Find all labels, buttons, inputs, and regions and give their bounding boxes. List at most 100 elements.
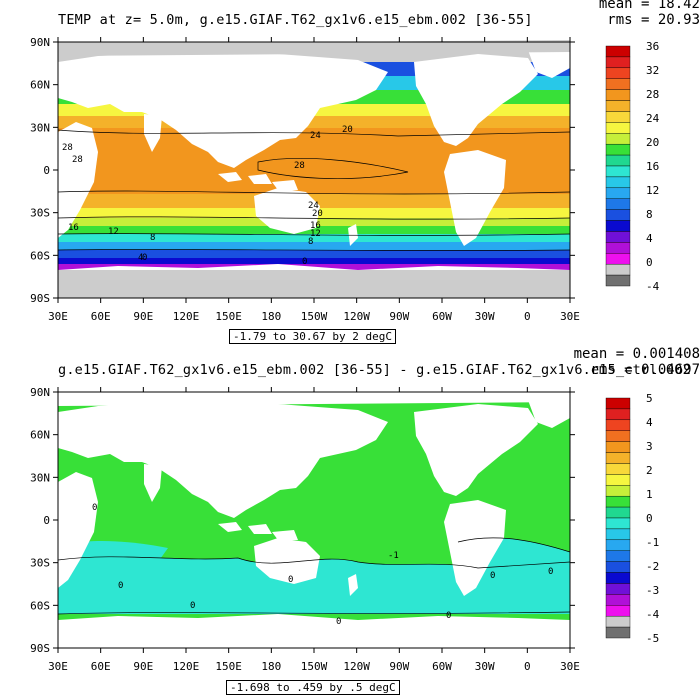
contour-label: 0 <box>336 617 341 627</box>
lon-label: 150W <box>301 660 328 673</box>
lon-label: 0 <box>524 310 531 323</box>
lat-label: 30N <box>30 121 50 134</box>
top-antarctic-ice <box>58 270 570 298</box>
lon-label: 0 <box>524 660 531 673</box>
colorbar-swatch <box>605 165 631 178</box>
lat-label: 0 <box>43 514 50 527</box>
colorbar-label: 24 <box>646 112 660 125</box>
colorbar-label: -2 <box>646 560 659 573</box>
lon-label: 180 <box>261 310 281 323</box>
bottom-range-box: -1.698 to .459 by .5 degC <box>226 680 400 695</box>
colorbar-swatch <box>605 122 631 134</box>
top-band-blue-s <box>58 250 570 258</box>
colorbar-label: -3 <box>646 584 659 597</box>
lat-label: 90S <box>30 642 50 655</box>
colorbar-swatch <box>605 67 631 79</box>
top-range-box: -1.79 to 30.67 by 2 degC <box>229 329 396 344</box>
contour-label: 16 <box>68 223 79 233</box>
contour-label: 4 <box>138 253 143 263</box>
lat-label: 30S <box>30 207 50 220</box>
colorbar-swatch <box>605 111 631 123</box>
lon-label: 120E <box>173 310 200 323</box>
colorbar-swatch <box>605 550 631 562</box>
colorbar-swatch <box>605 463 631 475</box>
lat-label: 90S <box>30 292 50 305</box>
colorbar-swatch <box>605 263 631 276</box>
lat-label: 30S <box>30 557 50 570</box>
lat-label: 90N <box>30 386 50 399</box>
colorbar-label: 2 <box>646 464 653 477</box>
contour-label: 12 <box>108 227 119 237</box>
colorbar-swatch <box>605 231 631 243</box>
colorbar-swatch <box>605 143 631 156</box>
lat-label: 60S <box>30 599 50 612</box>
colorbar-swatch <box>605 89 631 101</box>
contour-label: 0 <box>190 601 195 611</box>
colorbar-swatch <box>605 419 631 431</box>
colorbar-label: 16 <box>646 160 659 173</box>
contour-label: 0 <box>302 257 307 267</box>
colorbar-swatch <box>605 485 631 497</box>
lon-label: 180 <box>261 660 281 673</box>
colorbar-swatch <box>605 528 631 541</box>
bottom-difference-map: 0 0 0 0 0 -1 0 0 0 <box>57 391 571 649</box>
colorbar-label: 5 <box>646 392 653 405</box>
colorbar-label: 28 <box>646 88 659 101</box>
top-rms-stat: rms = 20.93 <box>607 12 700 28</box>
colorbar-label: 8 <box>646 208 653 221</box>
top-band-warm-n <box>58 116 570 128</box>
colorbar-swatch <box>605 561 631 573</box>
contour-label: 20 <box>342 125 353 135</box>
colorbar-swatch <box>605 583 631 595</box>
contour-label: 0 <box>490 571 495 581</box>
colorbar-swatch <box>605 408 631 421</box>
colorbar-swatch <box>605 253 631 265</box>
colorbar-swatch <box>605 154 631 167</box>
contour-label: 0 <box>288 575 293 585</box>
colorbar-swatch <box>605 78 631 90</box>
bottom-contour-labels: 0 0 0 0 0 -1 0 0 0 <box>92 503 553 627</box>
colorbar-swatch <box>605 452 631 464</box>
lon-label: 120E <box>173 660 200 673</box>
contour-label: 8 <box>150 233 155 243</box>
lon-label: 120W <box>343 310 370 323</box>
contour-label: 24 <box>310 131 321 141</box>
colorbar-swatch <box>605 626 631 639</box>
top-band-dblue-s <box>58 258 570 264</box>
colorbar-swatch <box>605 187 631 199</box>
contour-label: 8 <box>308 237 313 247</box>
lon-label: 150E <box>215 310 242 323</box>
lon-label: 30W <box>475 660 495 673</box>
colorbar-label: 36 <box>646 40 659 53</box>
contour-label: 12 <box>310 229 321 239</box>
colorbar-label: 3 <box>646 440 653 453</box>
colorbar-swatch <box>605 198 631 210</box>
bottom-arctic <box>58 392 570 406</box>
contour-label: 24 <box>308 201 319 211</box>
lon-label: 90W <box>389 660 409 673</box>
lat-label: 30N <box>30 471 50 484</box>
lon-label: 60W <box>432 310 452 323</box>
colorbar-swatch <box>605 209 631 221</box>
contour-label: 16 <box>310 221 321 231</box>
colorbar-label: -1 <box>646 536 659 549</box>
colorbar-swatch <box>605 605 631 617</box>
colorbar-label: 0 <box>646 512 653 525</box>
lon-label: 30W <box>475 310 495 323</box>
colorbar-swatch <box>605 133 631 145</box>
lat-label: 60N <box>30 429 50 442</box>
colorbar-label: 1 <box>646 488 653 501</box>
bottom-contours <box>57 537 571 615</box>
top-panel-title: TEMP at z= 5.0m, g.e15.GIAF.T62_gx1v6.e1… <box>58 12 533 28</box>
colorbar-swatch <box>605 45 631 58</box>
contour-label: 0 <box>118 581 123 591</box>
bottom-panel-title: g.e15.GIAF.T62_gx1v6.e15_ebm.002 [36-55]… <box>58 362 691 378</box>
bottom-negative-southern <box>58 556 570 614</box>
bottom-mean-stat: mean = 0.001408 <box>573 346 700 362</box>
top-band-green-s <box>58 226 570 234</box>
contour-label: 0 <box>446 611 451 621</box>
bottom-rms-stat: rms = 0.04697 <box>590 362 700 378</box>
colorbar-label: -5 <box>646 632 659 645</box>
contour-label: 0 <box>142 253 147 263</box>
